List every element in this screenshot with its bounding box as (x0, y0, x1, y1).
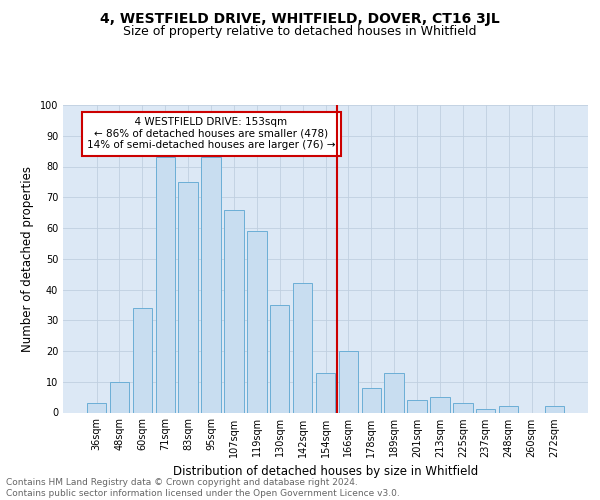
Bar (155, 158, 175, 412)
Bar (224, 210, 244, 412)
Bar (202, 158, 221, 412)
Bar (407, 400, 427, 412)
Bar (338, 351, 358, 412)
Bar (362, 388, 381, 412)
Bar (499, 406, 518, 412)
Text: Contains HM Land Registry data © Crown copyright and database right 2024.
Contai: Contains HM Land Registry data © Crown c… (6, 478, 400, 498)
Bar (293, 284, 313, 412)
Bar (453, 404, 473, 412)
Bar (270, 305, 289, 412)
Bar (247, 231, 266, 412)
Bar (476, 410, 496, 412)
Bar (87, 404, 106, 412)
Bar (430, 397, 449, 412)
Text: 4 WESTFIELD DRIVE: 153sqm  
← 86% of detached houses are smaller (478)
14% of se: 4 WESTFIELD DRIVE: 153sqm ← 86% of detac… (87, 118, 335, 150)
Bar (178, 182, 198, 412)
Bar (545, 406, 564, 412)
Bar (385, 372, 404, 412)
Bar (133, 308, 152, 412)
X-axis label: Distribution of detached houses by size in Whitfield: Distribution of detached houses by size … (173, 465, 478, 478)
Bar (316, 372, 335, 412)
Text: Size of property relative to detached houses in Whitfield: Size of property relative to detached ho… (123, 25, 477, 38)
Bar (110, 382, 129, 412)
Text: 4, WESTFIELD DRIVE, WHITFIELD, DOVER, CT16 3JL: 4, WESTFIELD DRIVE, WHITFIELD, DOVER, CT… (100, 12, 500, 26)
Y-axis label: Number of detached properties: Number of detached properties (21, 166, 34, 352)
